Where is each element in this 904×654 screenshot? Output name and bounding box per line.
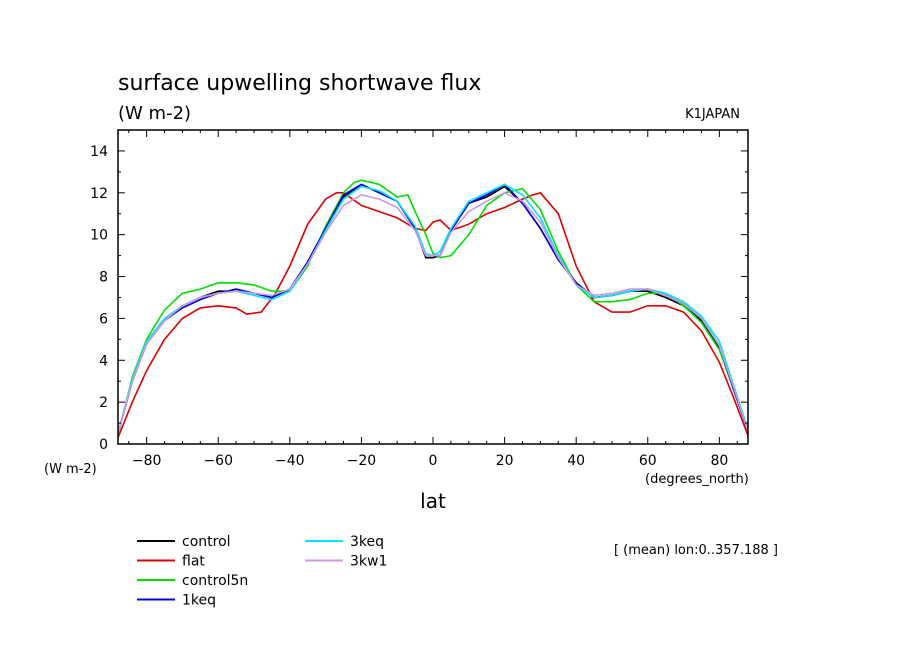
x-tick-label: −80 xyxy=(132,453,162,469)
x-tick-label: −60 xyxy=(203,453,233,469)
chart-subtitle: (W m-2) xyxy=(118,103,191,124)
y-tick-label: 6 xyxy=(99,311,108,327)
y-tick-label: 10 xyxy=(90,228,108,244)
y-tick-label: 4 xyxy=(99,353,108,369)
legend-label-flat: flat xyxy=(182,554,205,570)
y-tick-label: 2 xyxy=(99,395,108,411)
x-tick-label: 60 xyxy=(639,453,657,469)
x-tick-label: −20 xyxy=(347,453,377,469)
ticks-layer: −80 −60 −40 −20 0 20 40 60 80 0 2 4 6 8 10 12 14 xyxy=(90,129,748,469)
x-unit-label: (degrees_north) xyxy=(645,472,749,487)
series-line-flat xyxy=(117,191,749,438)
plot-frame xyxy=(117,129,749,445)
source-label: K1JAPAN xyxy=(685,107,740,122)
x-tick-label: −40 xyxy=(275,453,305,469)
y-tick-label: 0 xyxy=(99,437,108,453)
legend-label-1keq: 1keq xyxy=(182,593,216,609)
y-unit-label: (W m-2) xyxy=(44,462,97,477)
legend: control flat control5n 1keq 3keq 3kw1 xyxy=(137,534,387,609)
legend-label-3kw1: 3kw1 xyxy=(350,554,387,570)
x-tick-label: 20 xyxy=(496,453,514,469)
legend-label-3keq: 3keq xyxy=(350,534,384,550)
series-line-3kw1 xyxy=(117,191,749,434)
chart-title: surface upwelling shortwave flux xyxy=(118,71,481,96)
series-layer xyxy=(117,179,749,438)
legend-label-control5n: control5n xyxy=(182,573,248,589)
x-tick-label: 40 xyxy=(567,453,585,469)
x-axis-label: lat xyxy=(420,489,446,513)
legend-label-control: control xyxy=(182,534,231,550)
x-tick-label: 80 xyxy=(710,453,728,469)
y-tick-label: 8 xyxy=(99,270,108,286)
y-tick-label: 14 xyxy=(90,144,108,160)
series-line-control5n xyxy=(117,179,749,436)
y-tick-label: 12 xyxy=(90,186,108,202)
x-tick-label: 0 xyxy=(429,453,438,469)
range-note: [ (mean) lon:0..357.188 ] xyxy=(614,543,778,558)
